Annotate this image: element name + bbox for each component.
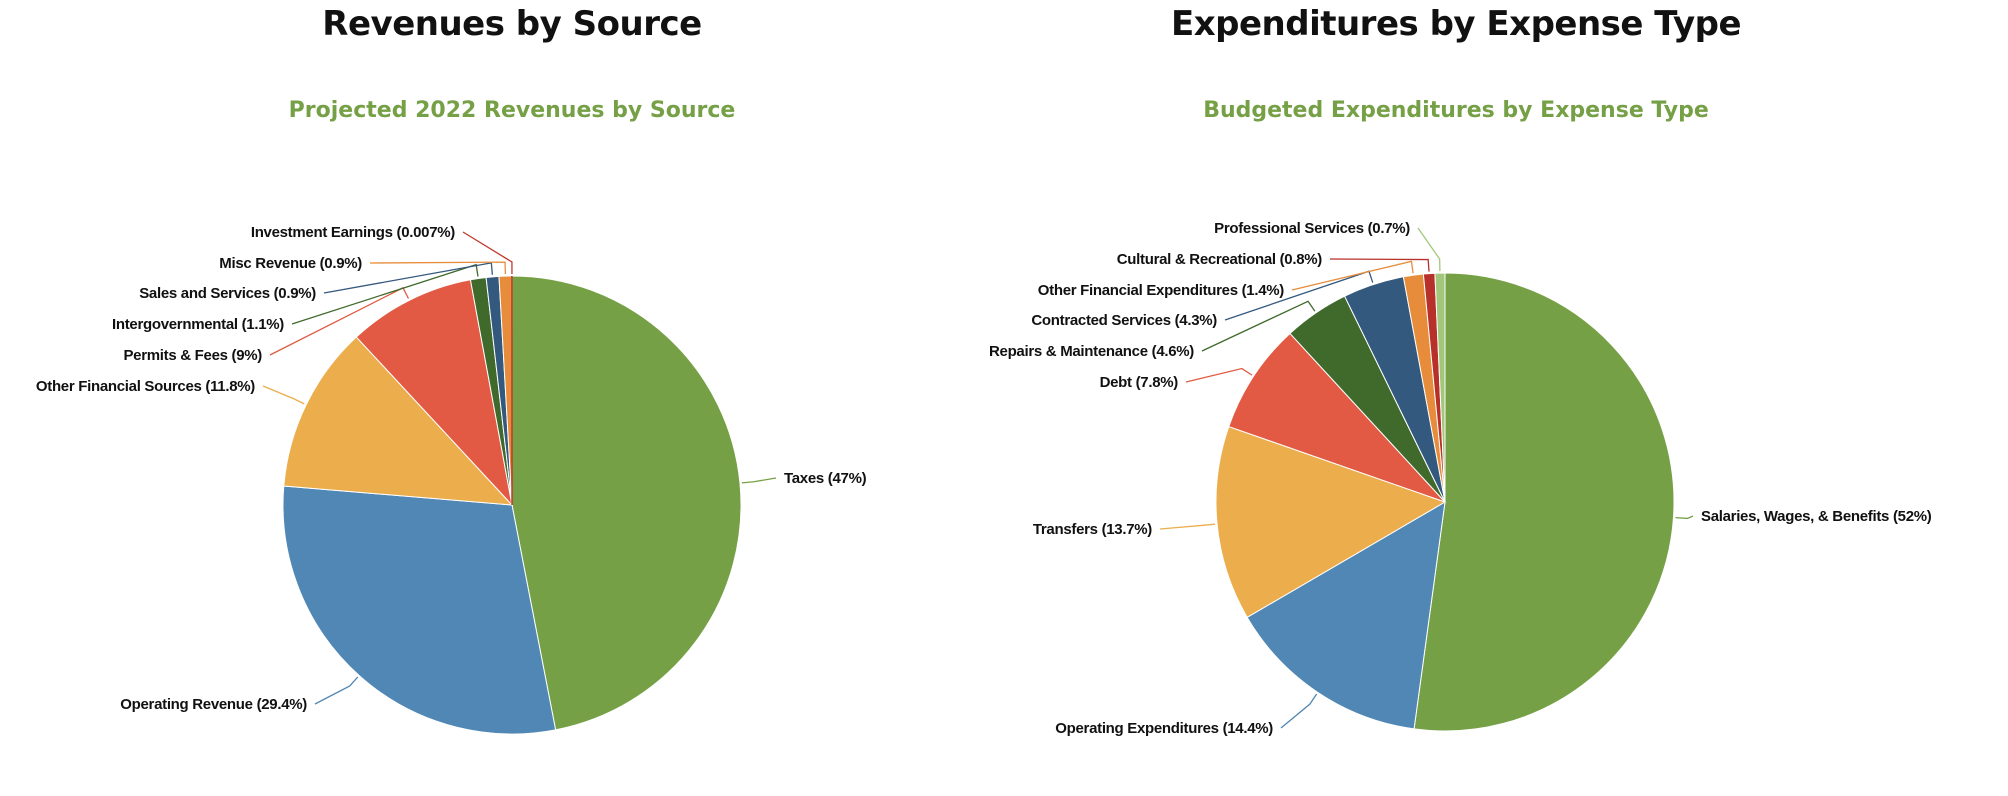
slice-label: Intergovernmental (1.1%): [112, 316, 284, 333]
pie-slice: [1413, 272, 1675, 732]
leader-line: [291, 263, 479, 325]
leader-line: [741, 477, 777, 484]
pie-slice: [282, 485, 557, 735]
slice-label: Professional Services (0.7%): [1214, 220, 1410, 237]
slice-label: Cultural & Recreational (0.8%): [1117, 251, 1323, 268]
pie-slice: [1215, 425, 1447, 619]
pie-slice: [1246, 501, 1446, 730]
revenues-heading: Revenues by Source: [322, 4, 702, 44]
leader-line: [323, 262, 493, 294]
slice-label: Sales and Services (0.9%): [139, 285, 316, 302]
leader-line: [1159, 523, 1216, 530]
pie-slice: [1228, 332, 1446, 503]
leader-line: [1329, 258, 1430, 272]
slice-label: Salaries, Wages, & Benefits (52%): [1701, 508, 1932, 525]
leader-line: [262, 385, 305, 405]
leader-line: [1280, 693, 1318, 729]
pie-slice: [1434, 272, 1446, 503]
pie-slice: [498, 275, 513, 506]
slice-label: Other Financial Sources (11.8%): [36, 378, 255, 395]
leader-line: [1201, 300, 1316, 352]
expenditures-chart-title: Budgeted Expenditures by Expense Type: [1203, 98, 1709, 123]
slice-label: Other Financial Expenditures (1.4%): [1038, 282, 1285, 299]
slice-label: Misc Revenue (0.9%): [219, 255, 362, 272]
pie-slice: [511, 275, 742, 731]
leader-line: [1675, 515, 1694, 520]
pie-slice: [283, 336, 514, 506]
revenues-chart-title: Projected 2022 Revenues by Source: [288, 98, 736, 123]
leader-line: [369, 261, 507, 275]
slice-label: Operating Revenue (29.4%): [120, 696, 307, 713]
leader-line: [462, 231, 513, 275]
slice-label: Operating Expenditures (14.4%): [1055, 720, 1273, 737]
slice-label: Permits & Fees (9%): [123, 347, 262, 364]
leader-line: [1417, 227, 1441, 272]
slice-label: Taxes (47%): [784, 470, 867, 487]
slice-label: Repairs & Maintenance (4.6%): [989, 343, 1194, 360]
leader-line: [1291, 260, 1414, 291]
leader-line: [314, 676, 359, 705]
expenditures-heading: Expenditures by Expense Type: [1170, 4, 1742, 44]
slice-label: Investment Earnings (0.007%): [251, 224, 455, 241]
slice-label: Contracted Services (4.3%): [1031, 312, 1217, 329]
slice-label: Transfers (13.7%): [1033, 521, 1152, 538]
slice-label: Debt (7.8%): [1100, 374, 1179, 391]
pie-slice: [355, 279, 513, 507]
leader-line: [1185, 367, 1253, 383]
